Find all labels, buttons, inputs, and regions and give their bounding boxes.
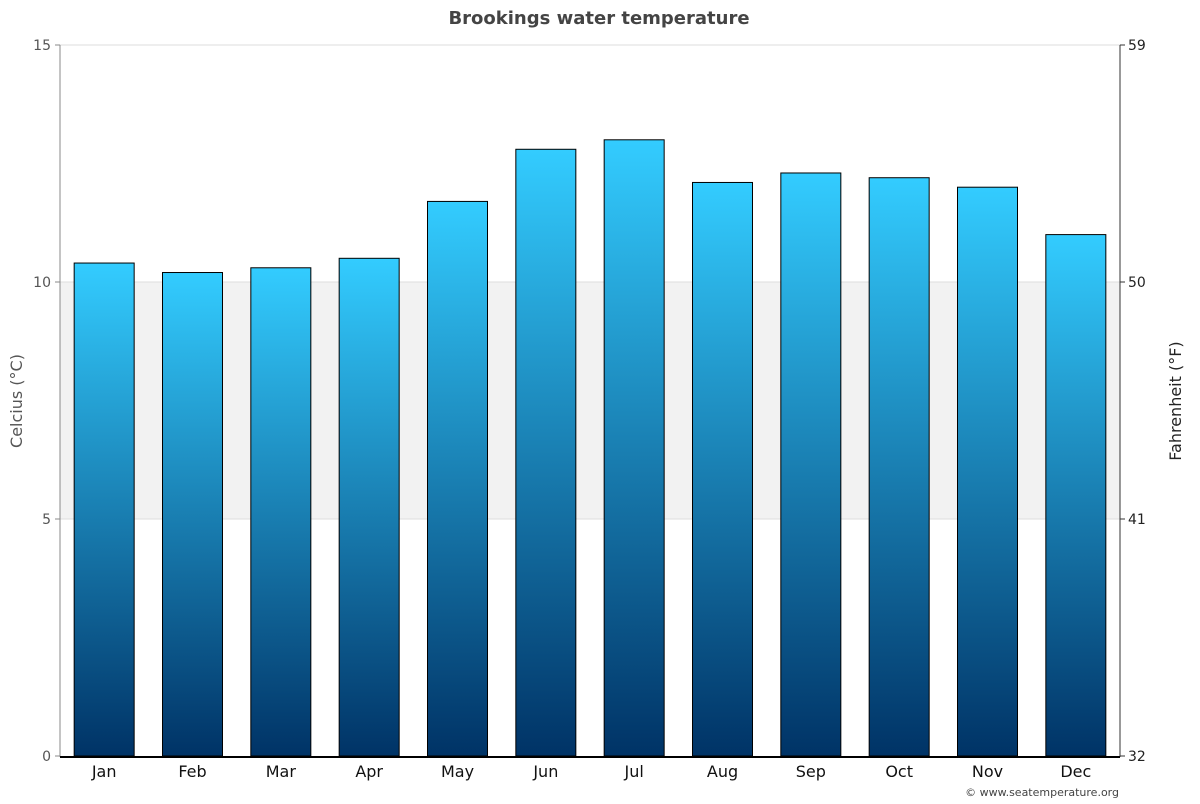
x-tick-label: Mar: [266, 762, 297, 781]
y-tick-label-right: 59: [1128, 38, 1146, 54]
y-tick-label: 5: [42, 512, 51, 528]
x-tick-label: Feb: [178, 762, 206, 781]
y-tick-label-right: 41: [1128, 512, 1146, 528]
x-tick-label: Nov: [972, 762, 1003, 781]
bar-apr[interactable]: [338, 257, 400, 757]
bar-may[interactable]: [427, 200, 488, 757]
bar-sep[interactable]: [780, 172, 842, 757]
x-tick-label: May: [441, 762, 474, 781]
chart-title: Brookings water temperature: [448, 8, 749, 29]
y-tick-label: 10: [33, 275, 51, 291]
bar-jul[interactable]: [603, 139, 665, 757]
x-tick-label: Aug: [707, 762, 738, 781]
y-tick-label-right: 50: [1128, 275, 1146, 291]
x-tick-label: Oct: [885, 762, 913, 781]
x-tick-label: Apr: [355, 762, 383, 781]
band-5-10: [60, 282, 1120, 519]
x-tick-label: Sep: [796, 762, 826, 781]
bar-aug[interactable]: [692, 181, 753, 757]
y-axis-label-right: Fahrenheit (°F): [1166, 341, 1185, 460]
bar-nov[interactable]: [957, 186, 1018, 757]
x-tick-label: Jan: [91, 762, 117, 781]
bar-dec[interactable]: [1045, 234, 1107, 757]
y-axis-label-left: Celcius (°C): [7, 354, 26, 448]
credit: © www.seatemperature.org: [965, 786, 1119, 799]
y-tick-label: 15: [33, 38, 51, 54]
y-tick-label: 0: [42, 749, 51, 765]
y-tick-label-right: 32: [1128, 749, 1146, 765]
x-tick-label: Jun: [532, 762, 558, 781]
x-tick-label: Dec: [1060, 762, 1091, 781]
bar-jan[interactable]: [73, 262, 135, 757]
bar-oct[interactable]: [868, 177, 930, 757]
bar-jun[interactable]: [515, 148, 577, 757]
x-tick-label: Jul: [624, 762, 644, 781]
bar-mar[interactable]: [250, 267, 312, 757]
bar-feb[interactable]: [162, 272, 223, 757]
